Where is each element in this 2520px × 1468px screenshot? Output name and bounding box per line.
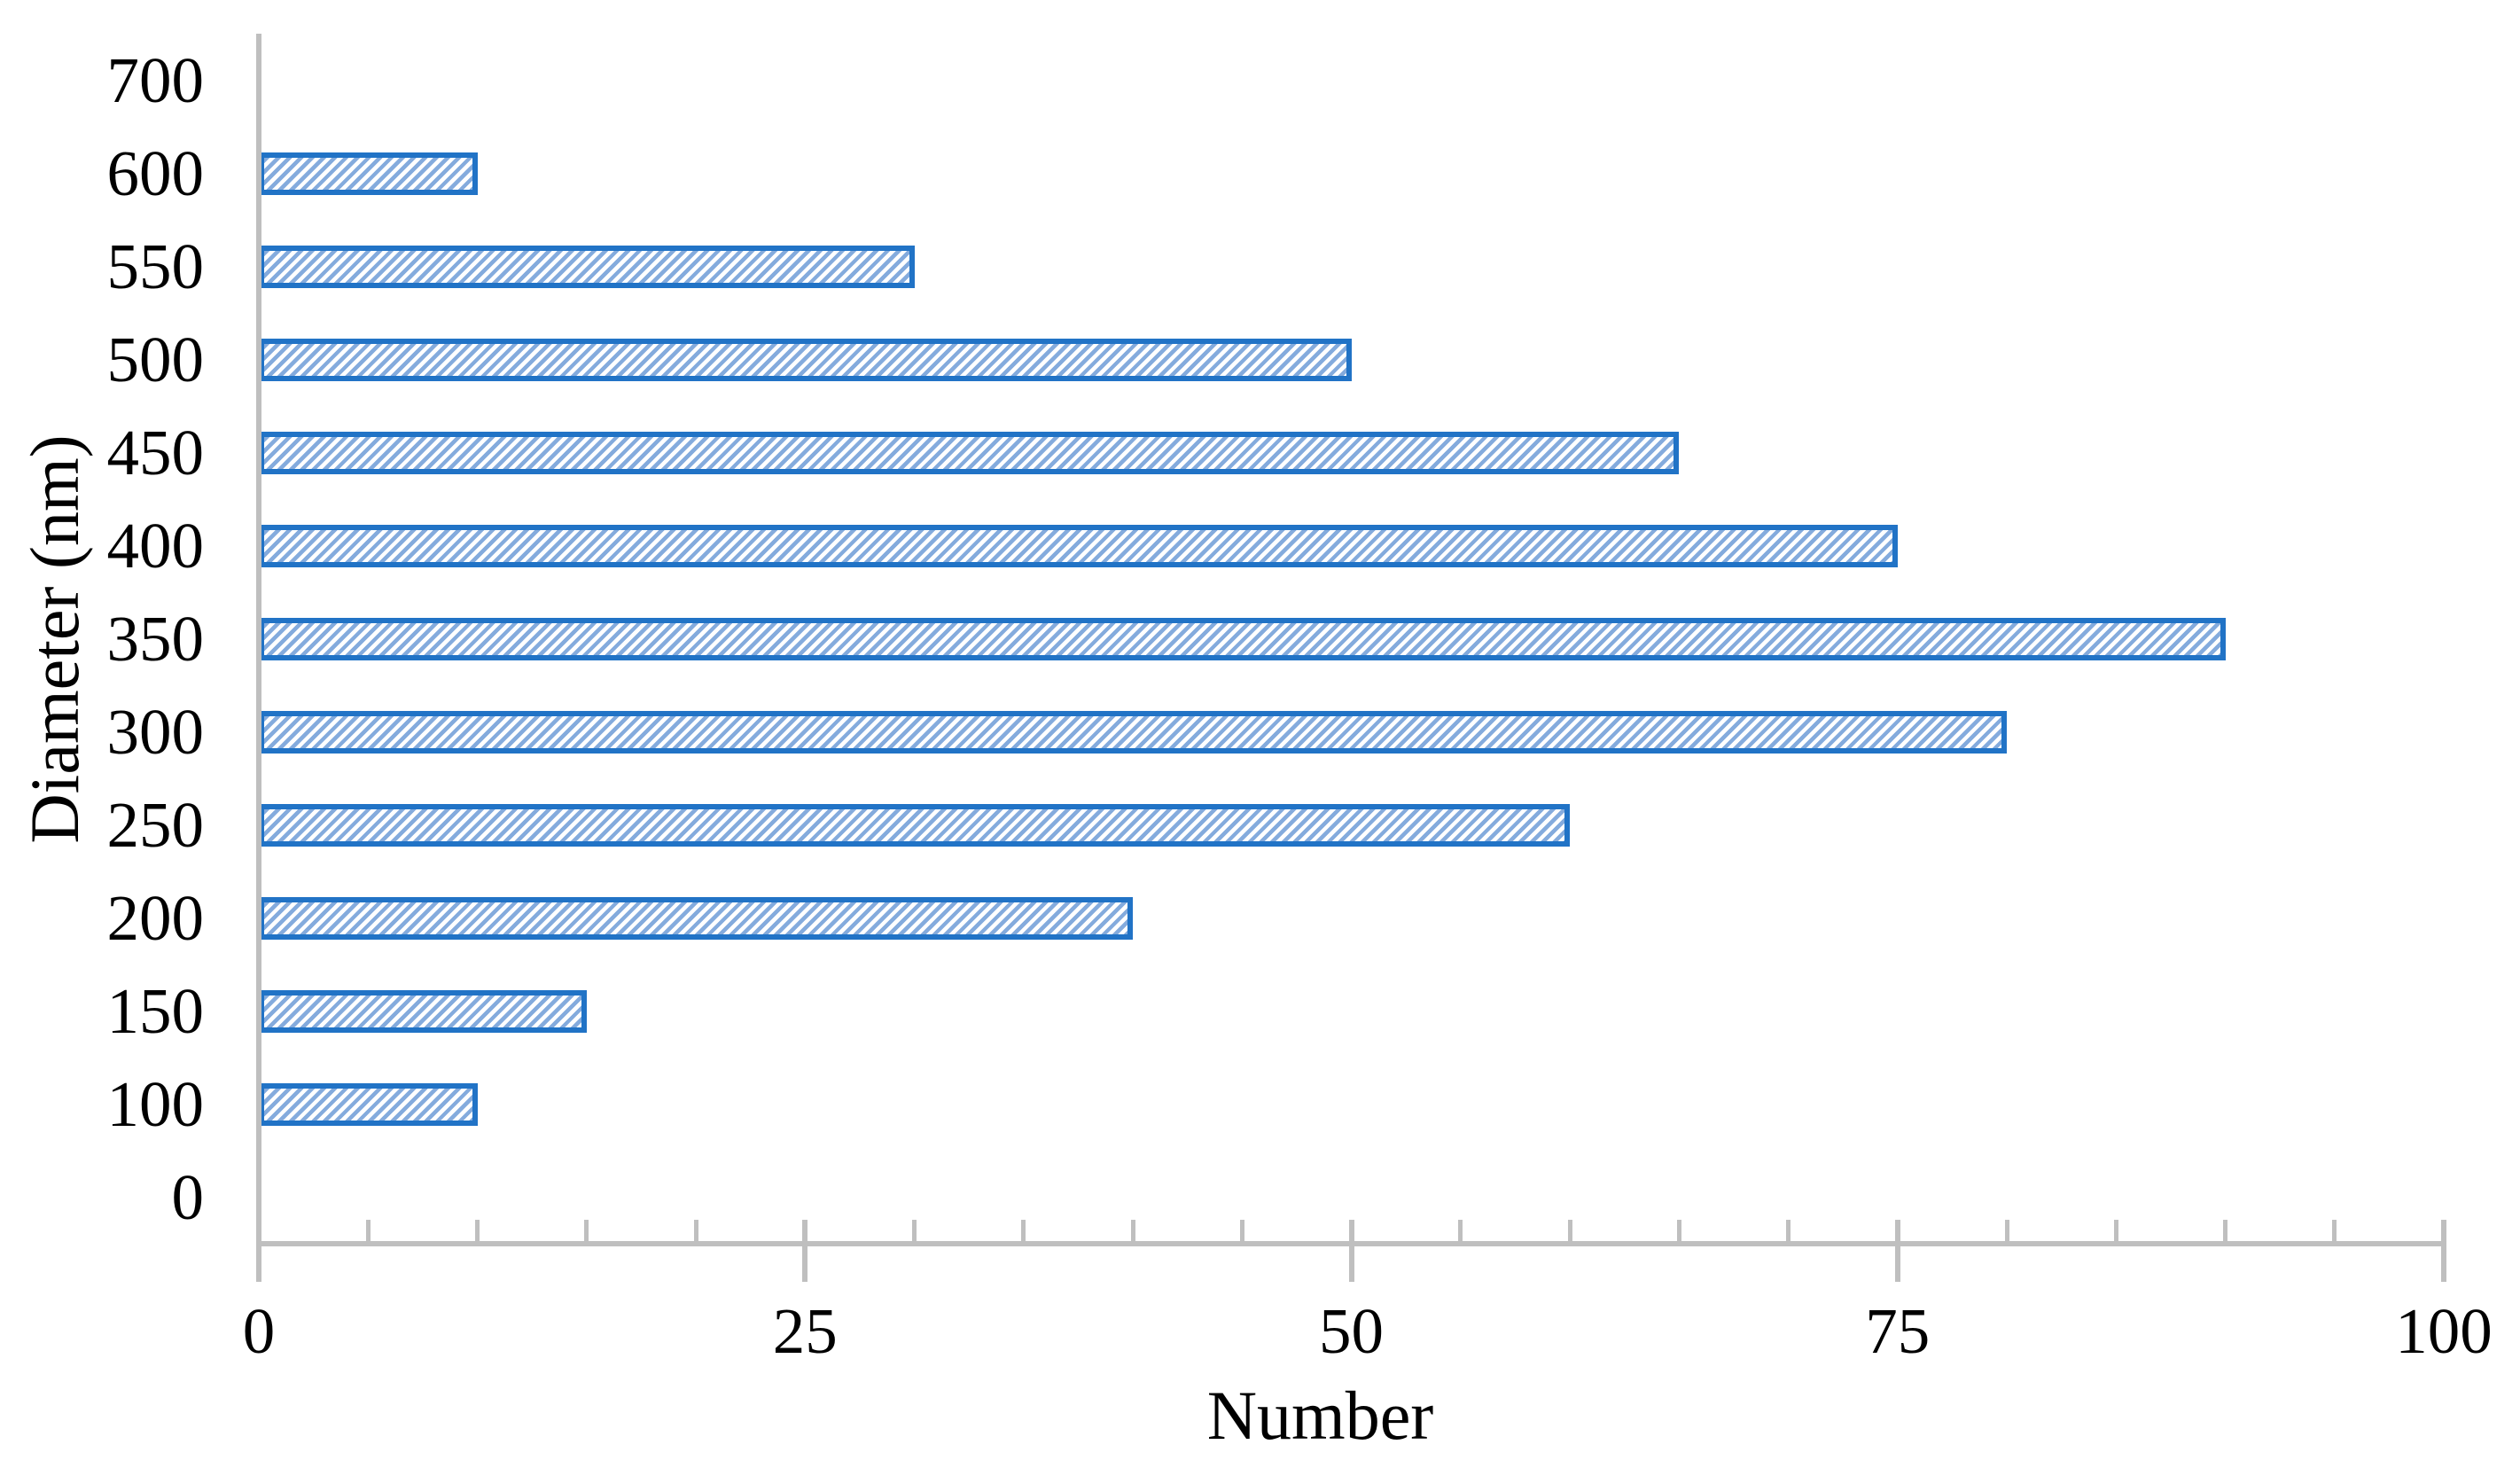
y-tick-label: 100 <box>106 1068 205 1140</box>
x-axis-line <box>259 1241 2446 1246</box>
x-minor-tick <box>1676 1220 1681 1244</box>
x-minor-tick <box>584 1220 589 1244</box>
y-tick-label: 200 <box>106 882 205 954</box>
x-tick-label: 25 <box>772 1295 838 1367</box>
y-tick-label: 250 <box>106 789 205 861</box>
x-major-tick <box>2441 1220 2446 1282</box>
y-tick-label: 350 <box>106 603 205 675</box>
bar <box>259 1082 478 1126</box>
bar <box>259 338 1352 381</box>
x-tick-label: 75 <box>1865 1295 1931 1367</box>
bar <box>259 989 587 1033</box>
y-tick-label: 400 <box>106 510 205 582</box>
y-tick-label: 600 <box>106 137 205 209</box>
bar <box>259 431 1680 474</box>
bar <box>259 896 1133 940</box>
x-minor-tick <box>1567 1220 1572 1244</box>
bar <box>259 710 2007 754</box>
x-major-tick <box>1894 1220 1900 1282</box>
bar <box>259 617 2226 660</box>
x-major-tick <box>1348 1220 1354 1282</box>
x-minor-tick <box>1021 1220 1026 1244</box>
x-minor-tick <box>1239 1220 1244 1244</box>
y-tick-label: 0 <box>171 1161 205 1233</box>
bar <box>259 803 1570 847</box>
x-major-tick <box>802 1220 808 1282</box>
y-axis-line <box>256 34 261 1282</box>
x-minor-tick <box>912 1220 917 1244</box>
x-minor-tick <box>1458 1220 1463 1244</box>
x-tick-label: 0 <box>242 1295 276 1367</box>
y-tick-label: 150 <box>106 975 205 1047</box>
x-minor-tick <box>2113 1220 2118 1244</box>
x-minor-tick <box>2223 1220 2227 1244</box>
x-minor-tick <box>2004 1220 2009 1244</box>
y-tick-label: 500 <box>106 324 205 395</box>
x-tick-label: 50 <box>1319 1295 1384 1367</box>
x-minor-tick <box>1130 1220 1135 1244</box>
x-minor-tick <box>475 1220 480 1244</box>
x-minor-tick <box>693 1220 698 1244</box>
bar <box>259 152 478 195</box>
x-minor-tick <box>1786 1220 1791 1244</box>
y-tick-label: 550 <box>106 230 205 302</box>
y-tick-label: 450 <box>106 417 205 488</box>
bar <box>259 245 915 288</box>
y-tick-label: 700 <box>106 44 205 116</box>
x-axis-title: Number <box>1206 1377 1434 1454</box>
x-minor-tick <box>2332 1220 2337 1244</box>
bar <box>259 524 1898 567</box>
x-tick-label: 100 <box>2395 1295 2493 1367</box>
x-minor-tick <box>365 1220 371 1244</box>
y-tick-label: 300 <box>106 696 205 768</box>
